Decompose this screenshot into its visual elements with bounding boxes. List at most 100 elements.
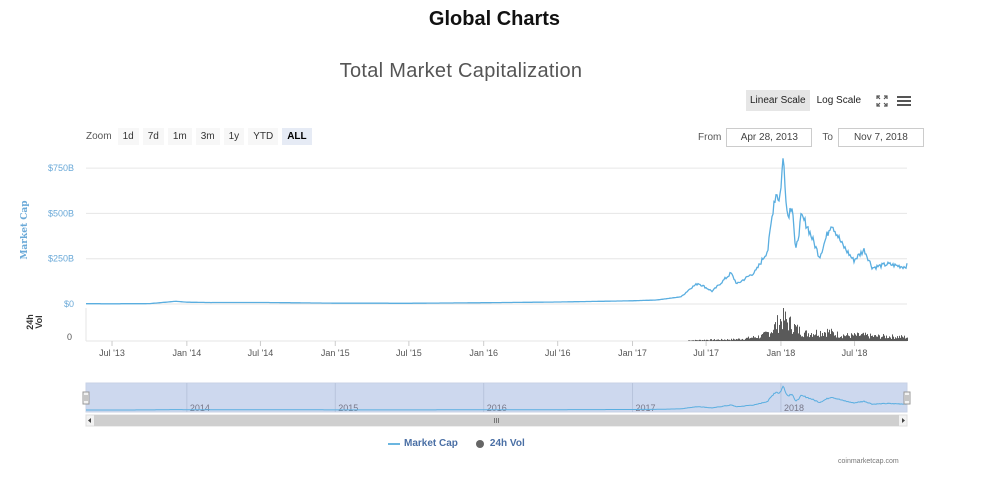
volume-bar [746, 337, 747, 341]
volume-bar [820, 330, 821, 341]
volume-bar [831, 328, 832, 341]
volume-bar [894, 338, 895, 341]
volume-bar [849, 336, 850, 341]
volume-bar [868, 336, 869, 341]
volume-bar [778, 332, 779, 341]
volume-bar [873, 337, 874, 341]
volume-bar [875, 335, 876, 341]
hamburger-icon [897, 95, 912, 106]
volume-bar [803, 337, 804, 341]
volume-bar [896, 338, 897, 341]
zoom-1m-button[interactable]: 1m [167, 128, 192, 145]
volume-bar [758, 335, 759, 341]
volume-bar [781, 321, 782, 341]
volume-bar [804, 332, 805, 341]
volume-bar [811, 333, 812, 341]
volume-bar [880, 338, 881, 341]
volume-bar [826, 336, 827, 341]
legend-label-volume: 24h Vol [489, 438, 525, 449]
volume-bar [786, 319, 787, 341]
volume-bar [745, 338, 746, 341]
volume-bar [721, 338, 722, 341]
volume-bar [699, 339, 700, 341]
volume-bar [722, 339, 723, 341]
volume-bar [806, 330, 807, 341]
volume-bar [743, 339, 744, 341]
volume-bar [805, 330, 806, 341]
legend-item-volume[interactable]: 24h Vol [475, 438, 525, 449]
zoom-1d-button[interactable]: 1d [117, 128, 139, 145]
axis-layer: $0 $250B $500B $750B 0 Market Cap 24h Vol Jul '1… [20, 163, 867, 358]
volume-bar [768, 332, 769, 341]
volume-bar [700, 339, 701, 341]
linear-scale-button[interactable]: Linear Scale [746, 90, 810, 111]
volume-bar [807, 336, 808, 341]
zoom-all-button[interactable]: ALL [282, 128, 312, 145]
x-tick-label: Jul '16 [545, 348, 571, 358]
volume-bar [785, 311, 786, 341]
volume-bar [738, 338, 739, 341]
x-tick-label: Jul '15 [396, 348, 422, 358]
x-tick-label: Jan '17 [618, 348, 647, 358]
fullscreen-icon[interactable] [874, 93, 890, 109]
from-date-input[interactable]: Apr 28, 2013 [726, 128, 813, 147]
volume-bar [884, 335, 885, 341]
zoom-1y-button[interactable]: 1y [223, 128, 245, 145]
volume-bar [719, 340, 720, 341]
zoom-3m-button[interactable]: 3m [195, 128, 220, 145]
volume-bar [752, 337, 753, 341]
x-tick-label: Jan '14 [172, 348, 201, 358]
x-tick-label: Jan '16 [469, 348, 498, 358]
volume-bar [867, 333, 868, 341]
volume-bar [701, 340, 702, 341]
navigator-label: 2015 [338, 403, 358, 413]
volume-bar [692, 340, 693, 341]
volume-bar [702, 339, 703, 341]
volume-bar [809, 337, 810, 341]
to-date-input[interactable]: Nov 7, 2018 [837, 128, 924, 147]
credit-link[interactable]: coinmarketcap.com [838, 458, 899, 465]
volume-bar [857, 332, 858, 341]
navigator-label: 2018 [784, 403, 804, 413]
volume-bar [818, 335, 819, 341]
zoom-7d-button[interactable]: 7d [142, 128, 164, 145]
volume-bar [889, 336, 890, 341]
volume-bar [898, 338, 899, 341]
scroll-left-arrow-icon [88, 418, 91, 423]
legend-item-market-cap[interactable]: Market Cap [388, 438, 458, 449]
volume-bar [732, 339, 733, 341]
volume-bar [710, 339, 711, 341]
legend-swatch-line [388, 442, 400, 445]
volume-bar [815, 334, 816, 341]
volume-bar [852, 334, 853, 341]
volume-bar [899, 335, 900, 341]
volume-bar [891, 338, 892, 341]
volume-bar [808, 333, 809, 341]
menu-icon[interactable] [896, 93, 912, 109]
volume-bar [753, 335, 754, 341]
from-label: From [698, 132, 722, 143]
volume-axis-title-word: 24h [25, 314, 35, 330]
volume-bar [838, 337, 839, 341]
navigator[interactable]: 2014 2015 2016 2017 2018 [82, 382, 911, 427]
volume-bar [696, 340, 697, 341]
zoom-ytd-button[interactable]: YTD [248, 128, 279, 145]
volume-bar [723, 340, 724, 341]
navigator-label: 2016 [487, 403, 507, 413]
navigator-label: 2017 [636, 403, 656, 413]
volume-bar [834, 335, 835, 341]
volume-bar [717, 339, 718, 341]
log-scale-button[interactable]: Log Scale [816, 95, 862, 106]
volume-bar [737, 339, 738, 341]
volume-bar [733, 338, 734, 341]
volume-bar [707, 339, 708, 341]
volume-bar [860, 335, 861, 341]
x-tick-label: Jul '14 [248, 348, 274, 358]
volume-bar [810, 335, 811, 341]
volume-bar [878, 334, 879, 341]
volume-bar [729, 339, 730, 341]
volume-bar [881, 337, 882, 341]
navigator-handle-left [82, 391, 90, 405]
volume-bar [777, 315, 778, 341]
volume-bar [897, 336, 898, 341]
